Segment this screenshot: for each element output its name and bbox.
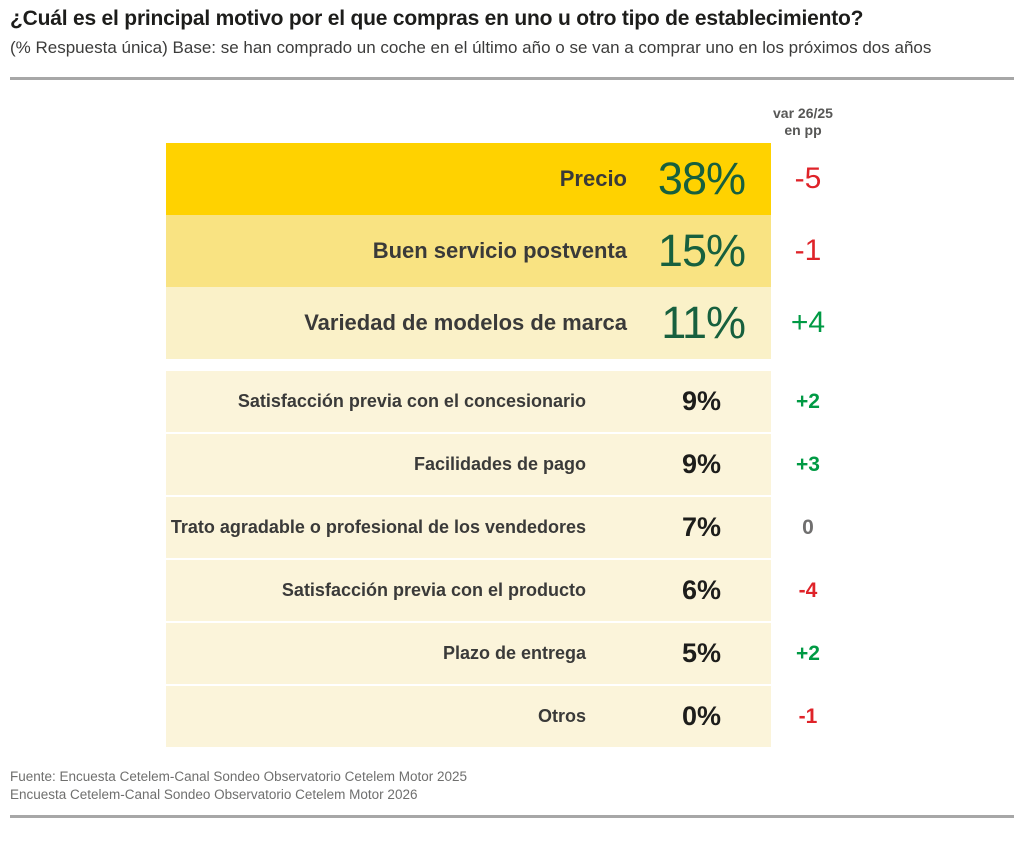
category-bar: Satisfacción previa con el concesionario…	[166, 371, 771, 432]
row-variation: +3	[796, 452, 820, 476]
row-label: Variedad de modelos de marca	[304, 310, 627, 335]
category-bar: Otros 0%	[166, 686, 771, 747]
row-variation: +2	[796, 389, 820, 413]
row-variation: -1	[794, 234, 822, 267]
row-label: Plazo de entrega	[442, 643, 586, 663]
row-variation: -5	[794, 162, 822, 195]
category-bar: Buen servicio postventa 15%	[166, 215, 771, 287]
category-bar: Facilidades de pago 9%	[166, 434, 771, 495]
variation-header-line2: en pp	[784, 122, 822, 138]
row-variation: 0	[802, 515, 814, 539]
page-title: ¿Cuál es el principal motivo por el que …	[10, 7, 864, 30]
infographic-page: ¿Cuál es el principal motivo por el que …	[10, 7, 1014, 818]
row-value: 38%	[657, 153, 746, 204]
category-bar: Trato agradable o profesional de los ven…	[166, 497, 771, 558]
chart-row: Variedad de modelos de marca 11% +4	[166, 287, 845, 359]
row-label: Satisfacción previa con el concesionario	[237, 391, 586, 411]
row-value: 6%	[681, 575, 721, 605]
row-variation: +4	[790, 306, 826, 339]
chart-row: Satisfacción previa con el concesionario…	[166, 371, 845, 432]
row-value: 15%	[657, 225, 746, 276]
footer-divider	[10, 815, 1014, 818]
variation-header-line1: var 26/25	[773, 105, 833, 121]
variation-column-header: var 26/25 en pp	[166, 105, 845, 139]
row-label: Satisfacción previa con el producto	[281, 580, 586, 600]
row-label: Trato agradable o profesional de los ven…	[170, 517, 586, 537]
row-label: Precio	[559, 166, 627, 191]
category-bar: Plazo de entrega 5%	[166, 623, 771, 684]
source-line-1: Fuente: Encuesta Cetelem-Canal Sondeo Ob…	[10, 769, 467, 784]
category-bar: Precio 38%	[166, 143, 771, 215]
chart-row: Plazo de entrega 5% +2	[166, 623, 845, 684]
row-label: Buen servicio postventa	[372, 238, 627, 263]
row-label: Otros	[537, 706, 586, 726]
row-variation: -4	[798, 578, 818, 602]
chart-row: Buen servicio postventa 15% -1	[166, 215, 845, 287]
variation-header-text: var 26/25 en pp	[761, 105, 845, 139]
row-value: 5%	[681, 638, 721, 668]
row-value: 7%	[681, 512, 721, 542]
chart-row: Trato agradable o profesional de los ven…	[166, 497, 845, 558]
source-line-2: Encuesta Cetelem-Canal Sondeo Observator…	[10, 787, 418, 802]
row-variation: -1	[798, 704, 818, 728]
chart-row: Precio 38% -5	[166, 143, 845, 215]
row-label: Facilidades de pago	[413, 454, 586, 474]
page-subtitle: (% Respuesta única) Base: se han comprad…	[10, 38, 932, 57]
category-bar: Satisfacción previa con el producto 6%	[166, 560, 771, 621]
row-value: 9%	[681, 449, 721, 479]
row-variation: +2	[796, 641, 820, 665]
row-value: 9%	[681, 386, 721, 416]
row-value: 0%	[681, 701, 721, 731]
chart-row: Facilidades de pago 9% +3	[166, 434, 845, 495]
category-bar: Variedad de modelos de marca 11%	[166, 287, 771, 359]
chart-row: Satisfacción previa con el producto 6% -…	[166, 560, 845, 621]
chart-row: Otros 0% -1	[166, 686, 845, 747]
row-value: 11%	[661, 297, 746, 348]
bar-chart-rows: Precio 38% -5 Buen servicio postventa 15…	[166, 143, 845, 747]
header-divider	[10, 77, 1014, 80]
